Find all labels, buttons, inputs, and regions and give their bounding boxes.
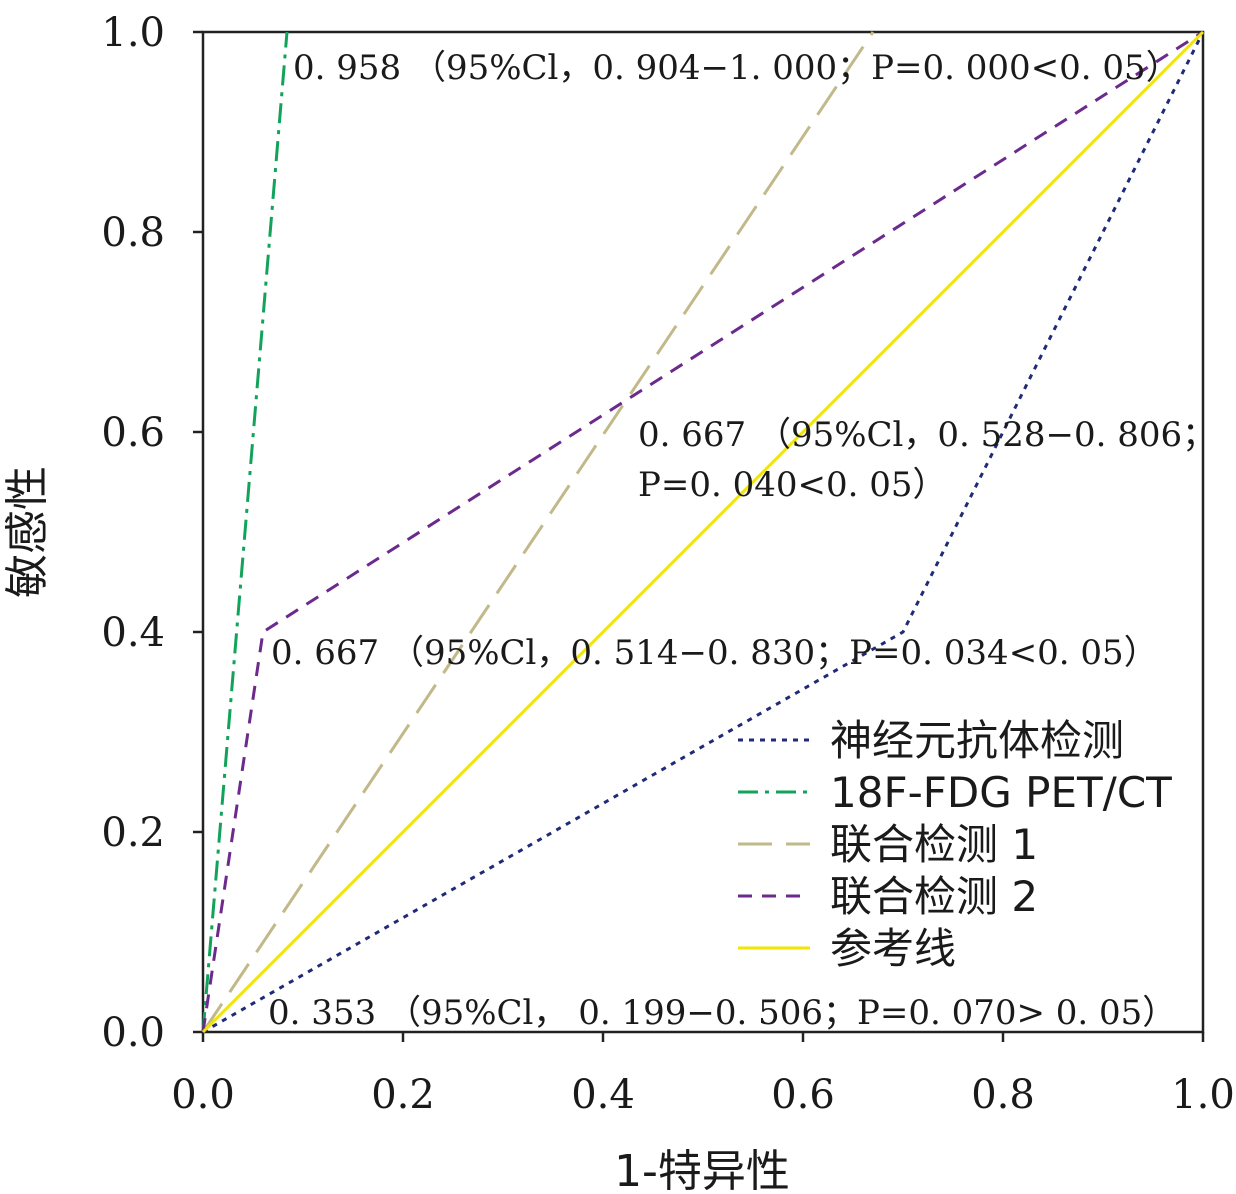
annotation-2: 0. 667 （95%Cl，0. 528−0. 806； [638, 415, 1216, 455]
y-tick-label: 0.4 [101, 610, 165, 656]
x-axis-label: 1-特异性 [614, 1146, 790, 1194]
series-line-2 [201, 31, 289, 1033]
legend-label-5: 参考线 [830, 924, 956, 973]
x-tick-label: 0.8 [971, 1072, 1035, 1118]
y-tick-label: 0.0 [101, 1010, 165, 1056]
x-tick-label: 0.6 [771, 1072, 835, 1118]
y-tick-label: 0.8 [101, 210, 165, 256]
plot-frame [201, 30, 1205, 1034]
axes: 0.0 0.2 0.4 0.6 0.8 1.0 0.0 0.2 0.4 0.6 0.8 1.0 [101, 10, 1234, 1118]
x-tick-label: 0.0 [171, 1072, 235, 1118]
x-tick-label: 1.0 [1171, 1072, 1235, 1118]
y-axis-label: 敏感性 [2, 466, 53, 598]
series-lines [201, 30, 1205, 1034]
y-tick-label: 1.0 [101, 10, 165, 56]
series-line-5 [201, 30, 1205, 1034]
annotations: 0. 958 （95%Cl，0. 904−1. 000；P=0. 000<0. … [268, 48, 1216, 1033]
legend-label-2: 18F-FDG PET/CT [830, 768, 1172, 817]
series-line-1 [202, 31, 1205, 1034]
legend-label-4: 联合检测 2 [830, 872, 1038, 921]
x-tick-label: 0.2 [371, 1072, 435, 1118]
annotation-4: 0. 353 （95%Cl， 0. 199−0. 506；P=0. 070> 0… [268, 993, 1176, 1033]
legend-label-1: 神经元抗体检测 [830, 716, 1124, 765]
annotation-1: 0. 958 （95%Cl，0. 904−1. 000；P=0. 000<0. … [293, 48, 1180, 88]
y-tick-label: 0.6 [101, 410, 165, 456]
x-tick-label: 0.4 [571, 1072, 635, 1118]
series-line-3 [201, 31, 875, 1033]
annotation-3: 0. 667 （95%Cl，0. 514−0. 830；P=0. 034<0. … [271, 633, 1158, 673]
legend-label-3: 联合检测 1 [830, 820, 1038, 869]
y-tick-label: 0.2 [101, 810, 165, 856]
annotation-2: P=0. 040<0. 05） [638, 465, 947, 505]
